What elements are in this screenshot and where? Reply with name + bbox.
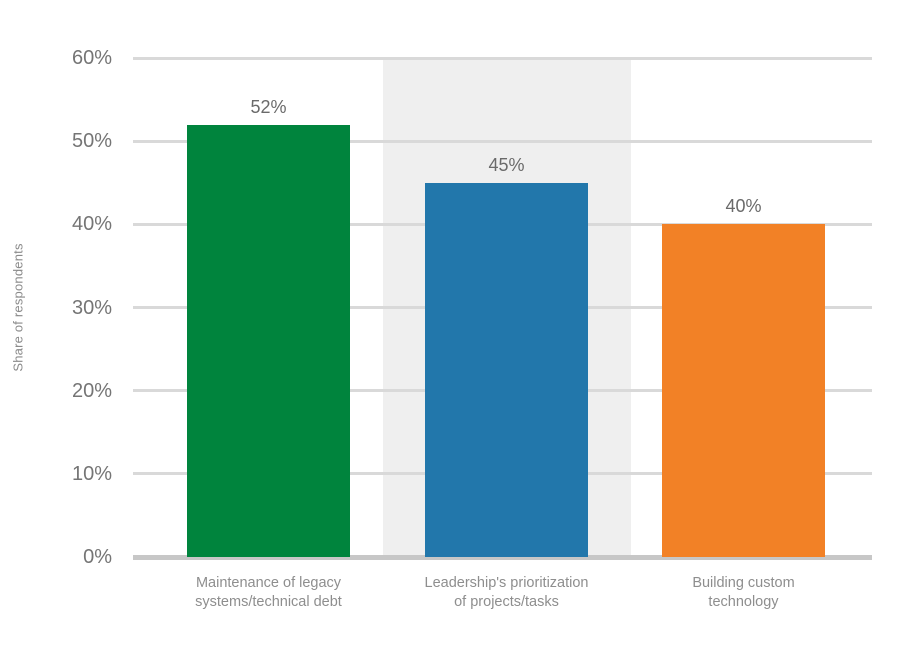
- bar-2: [662, 224, 825, 557]
- x-category-label-line: of projects/tasks: [454, 594, 559, 611]
- x-category-label-line: systems/technical debt: [195, 594, 342, 611]
- x-category-label: Leadership's prioritization of projects/t…: [387, 574, 627, 612]
- y-tick-label: 30%: [71, 296, 112, 319]
- bar-0: [187, 124, 350, 557]
- bar-value-label: 40%: [725, 196, 762, 217]
- y-tick-label: 0%: [83, 546, 112, 568]
- y-tick-label: 50%: [71, 130, 112, 153]
- x-category-label-line: Leadership's prioritization: [424, 575, 589, 591]
- x-category-label: Building custom technology: [624, 574, 864, 612]
- bar-value-label: 52%: [250, 96, 287, 117]
- gridline: [133, 139, 872, 143]
- x-axis-line: [133, 555, 872, 560]
- y-tick-label: 40%: [71, 213, 112, 236]
- y-tick-label: 10%: [71, 462, 112, 485]
- y-tick-label: 60%: [71, 47, 112, 69]
- bar-1: [425, 182, 588, 557]
- x-category-label-line: technology: [708, 594, 779, 611]
- gridline: [133, 56, 872, 60]
- x-category-label: Maintenance of legacy systems/technical d…: [149, 574, 389, 612]
- bar-value-label: 45%: [488, 154, 525, 175]
- x-category-label-line: Maintenance of legacy: [195, 575, 342, 591]
- y-tick-label: 20%: [71, 379, 112, 402]
- y-axis-title: Share of respondents: [10, 243, 26, 372]
- x-category-label-line: Building custom: [692, 575, 795, 591]
